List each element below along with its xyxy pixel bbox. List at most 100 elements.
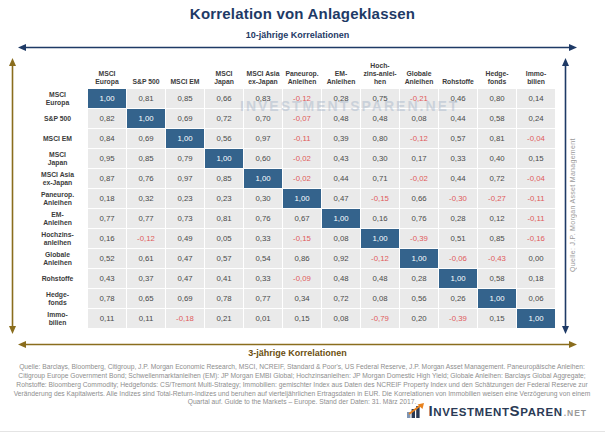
correlation-infographic: Korrelation von Anlageklassen 10-jährige… [0,0,605,435]
correlation-cell: -0,43 [478,249,516,268]
correlation-cell: 0,77 [88,209,126,228]
correlation-cell: 0,08 [322,229,360,248]
correlation-cell: 1,00 [283,189,321,208]
correlation-cell: 0,76 [400,209,438,228]
correlation-cell: -0,07 [283,109,321,128]
correlation-cell: -0,39 [439,309,477,328]
correlation-cell: 0,30 [244,189,282,208]
correlation-cell: 0,08 [400,109,438,128]
table-row: Rohstoffe0,430,370,470,410,33-0,090,480,… [28,269,556,288]
correlation-cell: 0,43 [88,269,126,288]
correlation-cell: 1,00 [88,89,126,108]
table-row: Paneurop. Anleihen0,180,320,230,230,301,… [28,189,556,208]
correlation-cell: 0,79 [166,149,204,168]
correlation-cell: 0,33 [244,269,282,288]
correlation-cell: 0,85 [127,149,165,168]
correlation-cell: -0,04 [517,129,555,148]
correlation-cell: -0,12 [127,229,165,248]
correlation-cell: 0,70 [244,109,282,128]
correlation-cell: -0,16 [517,229,555,248]
correlation-cell: 0,81 [127,89,165,108]
correlation-cell: 0,67 [283,209,321,228]
correlation-cell: 0,06 [517,289,555,308]
correlation-cell: 0,39 [322,129,360,148]
column-header: Immo- bilien [517,70,555,88]
correlation-cell: 0,01 [244,309,282,328]
correlation-cell: 0,24 [517,109,555,128]
correlation-cell: 0,47 [322,189,360,208]
correlation-cell: 0,26 [439,289,477,308]
correlation-cell: 0,44 [439,109,477,128]
correlation-cell: 0,18 [517,269,555,288]
column-header: EM- Anleihen [322,70,360,88]
correlation-cell: 0,97 [166,169,204,188]
correlation-cell: 0,71 [361,169,399,188]
investmentsparen-logo[interactable]: INVESTMENTSPAREN .NET [407,402,588,419]
table-row: MSCI Asia ex-Japan0,870,760,970,851,00-0… [28,169,556,188]
correlation-cell: 0,43 [322,149,360,168]
correlation-cell: 0,40 [478,149,516,168]
correlation-cell: 0,28 [400,269,438,288]
correlation-cell: -0,30 [439,189,477,208]
correlation-cell: 0,66 [205,89,243,108]
correlation-cell: 0,30 [361,149,399,168]
correlation-cell: 1,00 [244,169,282,188]
correlation-cell: 1,00 [127,109,165,128]
table-row: MSCI EM0,840,691,000,560,97-0,110,390,80… [28,129,556,148]
correlation-cell: 0,54 [244,249,282,268]
correlation-cell: -0,15 [361,189,399,208]
correlation-cell: -0,02 [283,149,321,168]
correlation-cell: 0,86 [283,249,321,268]
correlation-cell: 0,47 [166,269,204,288]
correlation-cell: 1,00 [166,129,204,148]
table-row: Hedge- fonds0,780,650,690,780,770,340,72… [28,289,556,308]
correlation-cell: -0,06 [439,249,477,268]
ten-year-label: 10-jährige Korrelationen [0,30,595,40]
column-header-row: MSCI EuropaS&P 500MSCI EMMSCI JapanMSCI … [28,57,556,88]
column-header: Paneurop. Anleihen [283,70,321,88]
correlation-cell: 0,69 [127,129,165,148]
correlation-cell: 0,11 [88,309,126,328]
correlation-cell: 0,80 [361,129,399,148]
column-header: MSCI Asia ex-Japan [244,70,282,88]
correlation-cell: 0,48 [322,109,360,128]
correlation-cell: 0,92 [322,249,360,268]
correlation-cell: 0,16 [361,209,399,228]
correlation-cell: 0,57 [439,129,477,148]
correlation-cell: -0,39 [400,229,438,248]
row-label: Hedge- fonds [28,289,87,308]
ten-year-arrow-icon [18,43,577,52]
correlation-cell: 0,33 [244,229,282,248]
correlation-cell: 0,48 [361,269,399,288]
correlation-cell: 0,69 [166,289,204,308]
correlation-cell: 0,37 [127,269,165,288]
correlation-matrix: MSCI EuropaS&P 500MSCI EMMSCI JapanMSCI … [28,57,556,329]
bar-chart-logo-icon [407,403,425,418]
correlation-cell: 0,78 [205,289,243,308]
correlation-cell: 0,72 [478,169,516,188]
correlation-cell: 0,58 [478,109,516,128]
correlation-cell: 0,23 [205,189,243,208]
correlation-cell: 0,77 [127,209,165,228]
correlation-cell: 0,08 [322,309,360,328]
bottom-divider [0,431,605,432]
correlation-cell: 0,85 [478,229,516,248]
correlation-cell: 0,48 [322,269,360,288]
correlation-cell: 0,87 [88,169,126,188]
row-label: MSCI Asia ex-Japan [28,169,87,188]
vertical-source-label: Quelle: J.P. Morgan Asset Management [569,70,576,340]
column-header: S&P 500 [127,78,165,88]
correlation-cell: -0,79 [361,309,399,328]
correlation-cell: 0,47 [166,249,204,268]
correlation-cell: 0,00 [517,249,555,268]
correlation-cell: 0,44 [439,169,477,188]
correlation-cell: 1,00 [517,309,555,328]
correlation-cell: 0,65 [127,289,165,308]
source-footnote: Quelle: Barclays, Bloomberg, Citigroup, … [10,363,594,407]
column-header: MSCI Europa [88,70,126,88]
correlation-cell: 0,76 [244,209,282,228]
page-title: Korrelation von Anlageklassen [0,5,605,22]
correlation-cell: 0,28 [322,89,360,108]
correlation-cell: 0,11 [127,309,165,328]
correlation-cell: 1,00 [361,229,399,248]
